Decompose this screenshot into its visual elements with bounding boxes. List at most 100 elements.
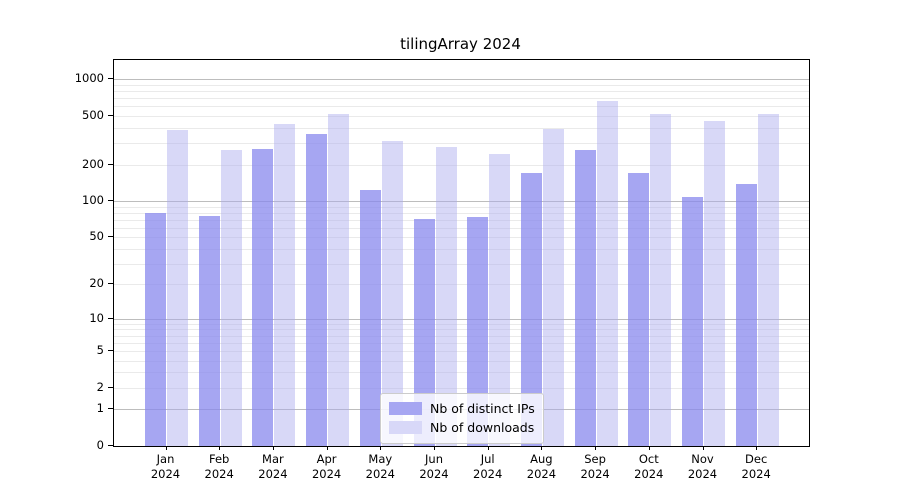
x-tick-mark-sep	[595, 446, 597, 450]
x-tick-label-jun: Jun 2024	[419, 452, 449, 481]
bar-nb-of-downloads-aug	[542, 129, 564, 446]
x-tick-mark-apr	[326, 446, 328, 450]
legend-label-distinct-ips: Nb of distinct IPs	[430, 401, 535, 416]
chart-title: tilingArray 2024	[400, 35, 521, 53]
x-tick-label-oct: Oct 2024	[634, 452, 664, 481]
gridline-minor	[114, 263, 809, 265]
gridline-minor	[114, 91, 809, 93]
legend-swatch-downloads	[389, 421, 422, 434]
x-tick-mark-mar	[272, 446, 274, 450]
gridline-minor	[114, 372, 809, 374]
bar-nb-of-distinct-ips-feb	[198, 215, 220, 446]
y-tick-label-1000: 1000	[74, 71, 104, 86]
bar-nb-of-distinct-ips-may	[359, 189, 381, 446]
y-tick-mark-2	[108, 386, 114, 388]
gridline-minor	[114, 350, 809, 352]
x-tick-mark-jun	[434, 446, 435, 450]
gridline-minor	[114, 387, 809, 389]
y-tick-label-10: 10	[89, 310, 104, 325]
x-tick-label-nov: Nov 2024	[687, 452, 718, 481]
y-tick-label-50: 50	[89, 229, 104, 244]
x-tick-label-aug: Aug 2024	[526, 452, 557, 481]
bar-nb-of-downloads-nov	[704, 120, 725, 446]
bar-nb-of-distinct-ips-mar	[252, 148, 274, 446]
y-tick-mark-500	[108, 115, 114, 117]
bar-nb-of-distinct-ips-aug	[520, 173, 542, 446]
x-tick-mark-jul	[487, 446, 489, 450]
bar-nb-of-downloads-feb	[220, 150, 242, 446]
gridline-minor	[114, 219, 809, 221]
bar-nb-of-downloads-jan	[167, 130, 188, 446]
bar-nb-of-distinct-ips-dec	[735, 184, 757, 446]
bar-nb-of-downloads-oct	[650, 114, 672, 446]
bar-nb-of-distinct-ips-oct	[628, 173, 650, 446]
bar-nb-of-downloads-jul	[489, 154, 511, 446]
gridline-minor	[114, 98, 809, 100]
bar-nb-of-distinct-ips-jul	[467, 216, 489, 446]
legend-swatch-distinct-ips	[389, 402, 422, 415]
x-tick-label-may: May 2024	[365, 452, 395, 481]
bar-nb-of-distinct-ips-nov	[682, 197, 703, 446]
y-tick-mark-200	[108, 163, 114, 165]
y-tick-mark-5	[108, 349, 114, 351]
gridline-minor	[114, 164, 809, 166]
y-tick-label-0: 0	[96, 438, 104, 452]
gridline-minor	[114, 360, 809, 362]
gridline-minor	[114, 106, 809, 108]
gridline-minor	[114, 84, 809, 86]
bar-nb-of-downloads-jun	[435, 147, 457, 446]
gridline-minor	[114, 212, 809, 214]
x-tick-mark-jan	[165, 446, 167, 450]
y-tick-mark-100	[108, 200, 114, 202]
bar-nb-of-downloads-mar	[274, 123, 296, 446]
gridline-major	[114, 79, 809, 81]
legend-row-distinct-ips: Nb of distinct IPs	[389, 399, 535, 418]
x-tick-mark-nov	[702, 446, 704, 450]
legend-label-downloads: Nb of downloads	[430, 420, 535, 435]
x-tick-label-sep: Sep 2024	[580, 452, 610, 481]
x-tick-label-feb: Feb 2024	[204, 452, 234, 481]
bar-nb-of-distinct-ips-sep	[574, 149, 596, 446]
gridline-minor	[114, 237, 809, 239]
gridline-minor	[114, 335, 809, 337]
gridline-minor	[114, 342, 809, 344]
y-tick-label-500: 500	[82, 108, 104, 123]
bar-nb-of-downloads-apr	[328, 114, 350, 446]
y-tick-label-200: 200	[82, 156, 104, 171]
y-tick-label-1: 1	[96, 401, 104, 416]
y-tick-mark-50	[108, 236, 114, 238]
y-tick-label-100: 100	[82, 193, 104, 208]
bar-nb-of-downloads-dec	[757, 113, 779, 446]
y-tick-label-20: 20	[89, 276, 104, 291]
x-tick-label-mar: Mar 2024	[258, 452, 288, 481]
legend: Nb of distinct IPs Nb of downloads	[380, 393, 544, 444]
y-tick-label-5: 5	[96, 342, 104, 357]
gridline-major	[114, 201, 809, 203]
x-tick-label-dec: Dec 2024	[741, 452, 771, 481]
bar-nb-of-distinct-ips-jan	[145, 213, 166, 446]
x-tick-label-jul: Jul 2024	[473, 452, 503, 481]
x-tick-mark-aug	[541, 446, 543, 450]
bar-nb-of-downloads-sep	[596, 101, 618, 446]
gridline-minor	[114, 206, 809, 208]
gridline-minor	[114, 329, 809, 331]
bar-nb-of-distinct-ips-apr	[306, 134, 328, 446]
gridline-major	[114, 318, 809, 320]
x-tick-mark-dec	[756, 446, 758, 450]
x-tick-label-jan: Jan 2024	[150, 452, 181, 481]
x-tick-label-apr: Apr 2024	[311, 452, 342, 481]
x-tick-mark-feb	[219, 446, 221, 450]
gridline-minor	[114, 227, 809, 229]
bar-nb-of-distinct-ips-jun	[413, 219, 435, 446]
y-tick-mark-1	[108, 408, 114, 410]
gridline-minor	[114, 127, 809, 129]
y-tick-mark-1000	[108, 78, 114, 80]
bar-nb-of-downloads-may	[381, 141, 403, 446]
x-tick-mark-may	[380, 446, 382, 450]
y-tick-mark-20	[108, 283, 114, 285]
y-tick-mark-10	[108, 317, 114, 319]
gridline-minor	[114, 143, 809, 145]
plot-area: Nb of distinct IPs Nb of downloads	[113, 59, 810, 447]
gridline-minor	[114, 116, 809, 118]
